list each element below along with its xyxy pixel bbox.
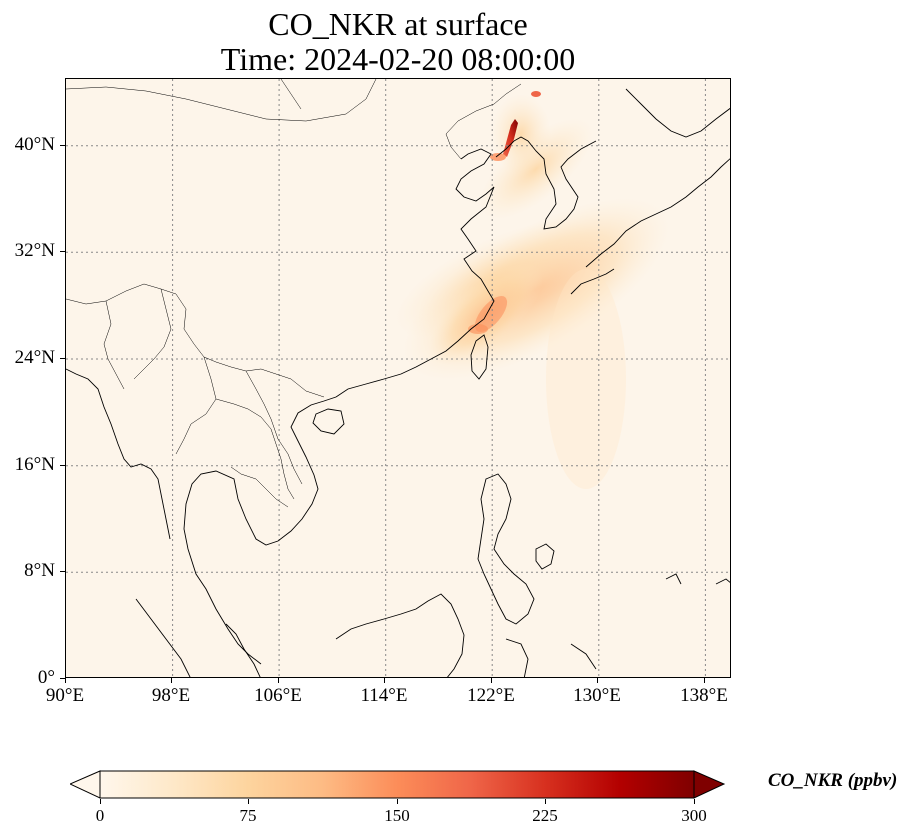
colorbar-gradient: [99, 770, 695, 799]
co-concentration-field: [394, 91, 670, 489]
lon-tick-label: 122°E: [467, 685, 515, 706]
plot-title-line2: Time: 2024-02-20 08:00:00: [220, 41, 576, 77]
map-panel: [65, 78, 731, 678]
lat-tick-label: 8°N: [24, 560, 55, 581]
lon-tick-label: 130°E: [573, 685, 621, 706]
colorbar-tick-label: 300: [681, 806, 707, 825]
colorbar-tick-label: 150: [384, 806, 410, 825]
lat-tickmark: [60, 358, 65, 359]
lon-tickmark: [597, 678, 598, 683]
colorbar-tickmark: [545, 799, 546, 804]
lat-tick-label: 24°N: [14, 347, 55, 368]
lat-tickmark: [60, 571, 65, 572]
lat-tickmark: [60, 678, 65, 679]
lon-tickmark: [384, 678, 385, 683]
lon-tickmark: [491, 678, 492, 683]
country-borders: [66, 79, 522, 508]
lon-tick-label: 114°E: [360, 685, 408, 706]
map-gridlines: [66, 79, 730, 677]
coastlines: [66, 88, 730, 677]
colorbar-extend-low: [70, 770, 101, 799]
lat-tick-label: 0°: [37, 667, 55, 688]
plot-title-line1: CO_NKR at surface: [268, 6, 528, 42]
map-canvas: [66, 79, 730, 677]
colorbar-tickmark: [248, 799, 249, 804]
colorbar-tickmark: [100, 799, 101, 804]
colorbar-tickmark: [694, 799, 695, 804]
lon-tickmark: [171, 678, 172, 683]
lon-tickmark: [704, 678, 705, 683]
colorbar-tickmark: [397, 799, 398, 804]
lat-tick-label: 40°N: [14, 134, 55, 155]
lon-tickmark: [278, 678, 279, 683]
lon-tick-label: 90°E: [45, 685, 85, 706]
colorbar-extend-high: [693, 770, 726, 799]
colorbar-tick-label: 225: [532, 806, 558, 825]
colorbar-tick-label: 0: [95, 806, 105, 825]
lat-tickmark: [60, 251, 65, 252]
lon-tickmark: [65, 678, 66, 683]
lat-tickmark: [60, 145, 65, 146]
colorbar-tick-label: 75: [239, 806, 257, 825]
lon-tick-label: 98°E: [151, 685, 191, 706]
lon-tick-label: 138°E: [680, 685, 728, 706]
colorbar-label: CO_NKR (ppbv): [768, 770, 898, 791]
lat-tick-label: 32°N: [14, 240, 55, 261]
lat-tickmark: [60, 465, 65, 466]
lon-tick-label: 106°E: [254, 685, 302, 706]
colorbar: [70, 770, 726, 799]
lat-tick-label: 16°N: [14, 454, 55, 475]
